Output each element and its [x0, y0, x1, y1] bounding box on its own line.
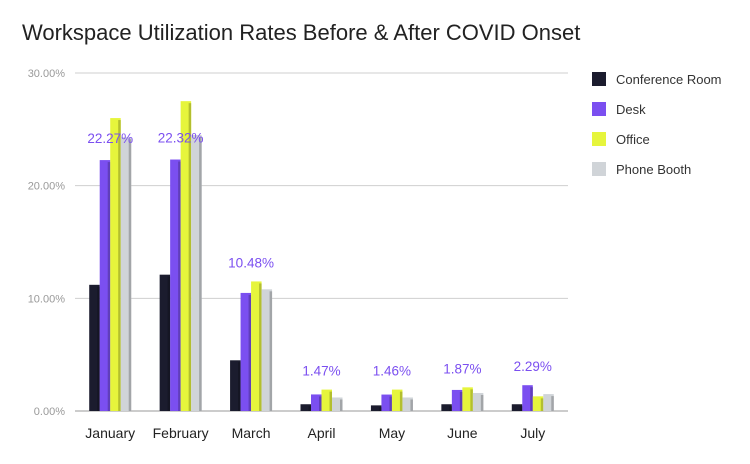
x-tick-label: May — [379, 425, 405, 441]
bar — [180, 101, 192, 412]
bar-side — [97, 286, 100, 411]
bar — [391, 389, 403, 411]
x-tick-label: June — [447, 425, 478, 441]
x-tick-label: March — [232, 425, 271, 441]
bar-side — [248, 294, 252, 411]
bar-side — [530, 387, 533, 411]
data-label: 22.27% — [87, 131, 133, 146]
bar-side — [551, 396, 554, 411]
bar-side — [329, 391, 332, 411]
bar — [89, 284, 100, 411]
bar-side — [378, 407, 382, 411]
bar-side — [178, 161, 181, 411]
bar-side — [199, 136, 202, 411]
legend-swatch — [592, 132, 606, 146]
bar — [120, 137, 132, 411]
bar-side — [399, 391, 403, 411]
legend-item: Desk — [592, 94, 722, 124]
x-tick-label: January — [85, 425, 135, 441]
bar — [191, 134, 202, 411]
legend-item: Phone Booth — [592, 154, 722, 184]
bar — [472, 392, 484, 411]
bar — [370, 405, 382, 411]
bar — [99, 160, 111, 411]
bar — [543, 394, 554, 411]
legend-swatch — [592, 162, 606, 176]
bar — [159, 274, 171, 411]
data-label: 10.48% — [228, 255, 274, 270]
bar-side — [410, 399, 413, 411]
chart-legend: Conference Room Desk Office Phone Booth — [592, 64, 722, 184]
chart-title: Workspace Utilization Rates Before & Aft… — [22, 20, 581, 45]
bar — [381, 394, 392, 411]
bar — [311, 394, 322, 411]
bar-side — [259, 283, 262, 411]
bar — [300, 404, 311, 411]
legend-label: Conference Room — [616, 71, 722, 87]
bar — [240, 292, 252, 411]
bar — [511, 404, 523, 411]
bar — [251, 281, 262, 411]
bar — [451, 389, 463, 411]
bar — [532, 396, 544, 411]
bar — [402, 397, 413, 411]
bar-side — [118, 120, 121, 412]
bar-side — [308, 406, 311, 411]
bar-side — [340, 399, 343, 411]
x-tick-label: February — [153, 425, 209, 441]
bar-side — [269, 291, 273, 411]
x-tick-label: April — [307, 425, 335, 441]
bar-side — [480, 394, 484, 411]
bar-side — [188, 103, 192, 412]
bar — [261, 289, 273, 411]
bar-side — [519, 406, 523, 411]
bar — [441, 404, 452, 411]
legend-label: Office — [616, 131, 650, 147]
bar — [321, 389, 332, 411]
y-tick-label: 0.00% — [34, 406, 65, 418]
bar-side — [540, 398, 544, 411]
data-label: 2.29% — [514, 359, 552, 374]
data-label: 1.87% — [443, 361, 481, 376]
legend-swatch — [592, 72, 606, 86]
bar-side — [128, 139, 132, 411]
bar-side — [107, 162, 111, 411]
y-tick-label: 30.00% — [28, 68, 66, 80]
bar — [332, 397, 343, 411]
bar-side — [470, 389, 473, 411]
legend-item: Conference Room — [592, 64, 722, 94]
bar — [522, 385, 533, 411]
legend-item: Office — [592, 124, 722, 154]
bar-side — [238, 362, 241, 411]
bar-side — [319, 396, 322, 411]
data-label: 22.32% — [158, 131, 204, 146]
x-tick-label: July — [520, 425, 545, 441]
legend-swatch — [592, 102, 606, 116]
data-label: 1.46% — [373, 364, 411, 379]
y-tick-label: 10.00% — [28, 293, 66, 305]
bar-side — [389, 396, 392, 411]
bar-side — [167, 276, 171, 411]
y-tick-label: 20.00% — [28, 181, 66, 193]
bar-side — [459, 391, 463, 411]
bar — [110, 118, 121, 412]
bar — [230, 360, 241, 411]
bar — [170, 159, 181, 411]
bar — [462, 387, 473, 411]
bar-side — [449, 406, 452, 411]
legend-label: Phone Booth — [616, 161, 692, 177]
legend-label: Desk — [616, 101, 646, 117]
data-label: 1.47% — [302, 364, 340, 379]
